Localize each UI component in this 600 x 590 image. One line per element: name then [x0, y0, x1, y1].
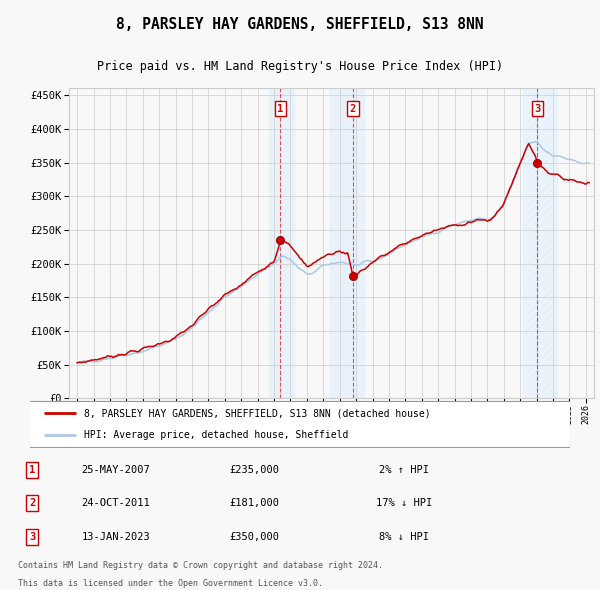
- Text: 2% ↑ HPI: 2% ↑ HPI: [379, 465, 428, 475]
- Text: £235,000: £235,000: [229, 465, 279, 475]
- Text: 3: 3: [534, 104, 541, 114]
- Text: 3: 3: [29, 532, 35, 542]
- Bar: [330, 88, 364, 398]
- Text: 2: 2: [29, 499, 35, 508]
- Text: 8% ↓ HPI: 8% ↓ HPI: [379, 532, 428, 542]
- Text: 13-JAN-2023: 13-JAN-2023: [82, 532, 150, 542]
- Bar: [523, 88, 558, 398]
- Text: £181,000: £181,000: [229, 499, 279, 508]
- Text: 17% ↓ HPI: 17% ↓ HPI: [376, 499, 432, 508]
- Bar: [269, 88, 294, 398]
- Text: 8, PARSLEY HAY GARDENS, SHEFFIELD, S13 8NN: 8, PARSLEY HAY GARDENS, SHEFFIELD, S13 8…: [116, 17, 484, 32]
- Text: £350,000: £350,000: [229, 532, 279, 542]
- Text: 8, PARSLEY HAY GARDENS, SHEFFIELD, S13 8NN (detached house): 8, PARSLEY HAY GARDENS, SHEFFIELD, S13 8…: [84, 408, 431, 418]
- Text: 2: 2: [350, 104, 356, 114]
- Text: 24-OCT-2011: 24-OCT-2011: [82, 499, 150, 508]
- FancyBboxPatch shape: [28, 401, 570, 447]
- Text: 1: 1: [277, 104, 284, 114]
- Text: 25-MAY-2007: 25-MAY-2007: [82, 465, 150, 475]
- Text: 1: 1: [29, 465, 35, 475]
- Text: HPI: Average price, detached house, Sheffield: HPI: Average price, detached house, Shef…: [84, 430, 349, 440]
- Text: This data is licensed under the Open Government Licence v3.0.: This data is licensed under the Open Gov…: [18, 579, 323, 588]
- Text: Contains HM Land Registry data © Crown copyright and database right 2024.: Contains HM Land Registry data © Crown c…: [18, 561, 383, 570]
- Text: Price paid vs. HM Land Registry's House Price Index (HPI): Price paid vs. HM Land Registry's House …: [97, 60, 503, 73]
